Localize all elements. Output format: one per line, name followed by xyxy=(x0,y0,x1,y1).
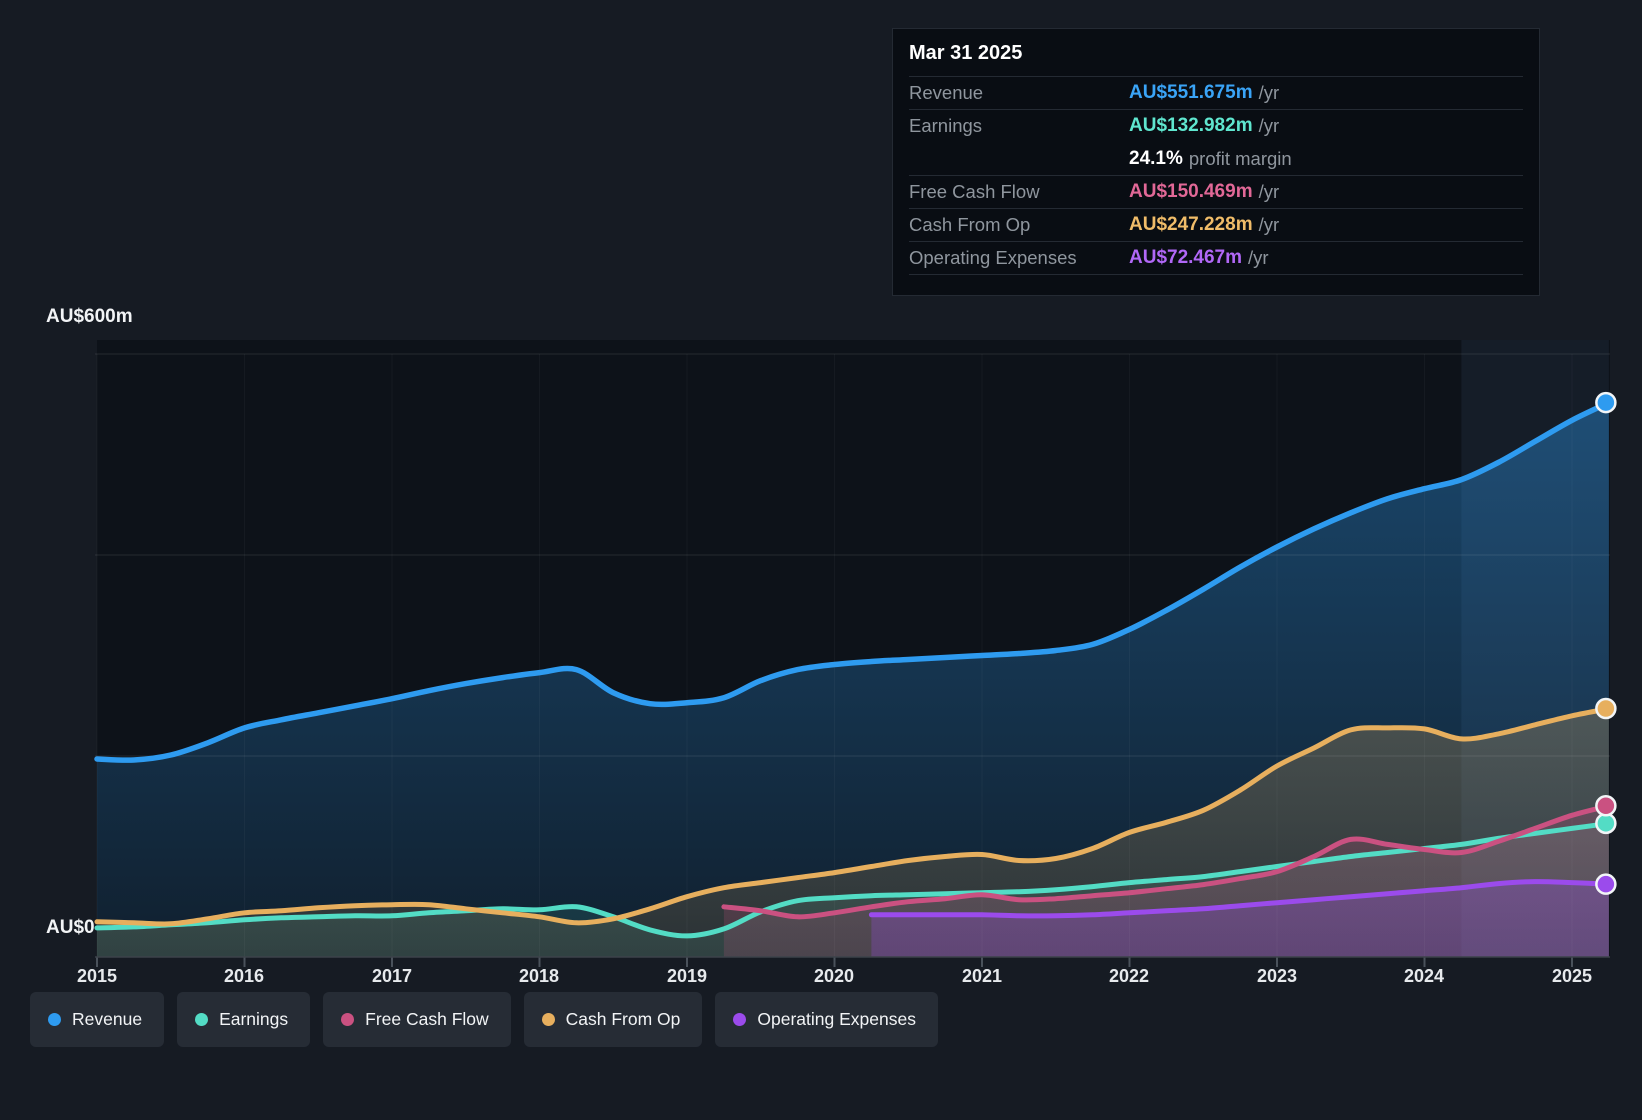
tooltip-label: Revenue xyxy=(909,82,984,103)
tooltip-unit: /yr xyxy=(1258,181,1280,202)
revenue-line xyxy=(94,399,1612,763)
legend-label: Free Cash Flow xyxy=(365,1009,489,1029)
x-axis-label-2021: 2021 xyxy=(961,966,1003,986)
free-cash-flow-line xyxy=(721,803,1612,920)
x-axis-label-2019: 2019 xyxy=(666,966,708,986)
cash-from-op-endpoint-dot xyxy=(1595,697,1617,720)
legend-label: Earnings xyxy=(219,1009,289,1029)
legend-item-operating-expenses[interactable]: Operating Expenses xyxy=(715,992,938,1047)
tooltip-unit: /yr xyxy=(1258,82,1280,103)
revenue-color-dot-icon xyxy=(48,1013,61,1026)
legend-item-revenue[interactable]: Revenue xyxy=(30,992,165,1047)
legend-item-free-cash-flow[interactable]: Free Cash Flow xyxy=(323,992,511,1047)
tooltip-value: AU$132.982m xyxy=(1129,115,1253,136)
earnings-endpoint-dot xyxy=(1595,812,1617,835)
x-axis-label-2018: 2018 xyxy=(518,966,560,986)
tooltip-card: Mar 31 2025 Revenue AU$551.675m /yr Earn… xyxy=(892,28,1540,296)
tooltip-row-operating-expenses: Operating Expenses AU$72.467m /yr xyxy=(909,241,1523,274)
tooltip-value: AU$551.675m xyxy=(1129,82,1253,103)
operating-expenses-color-dot-icon xyxy=(733,1013,747,1026)
legend-item-cash-from-op[interactable]: Cash From Op xyxy=(523,992,703,1047)
tooltip-label: Free Cash Flow xyxy=(909,181,1040,202)
x-axis-label-2022: 2022 xyxy=(1108,966,1150,986)
x-axis-label-2016: 2016 xyxy=(223,966,265,986)
legend-label: Operating Expenses xyxy=(757,1009,916,1029)
tooltip-value: AU$247.228m xyxy=(1129,214,1253,235)
cash-from-op-color-dot-icon xyxy=(541,1013,555,1026)
tooltip-unit: /yr xyxy=(1258,214,1280,235)
operating-expenses-endpoint-dot xyxy=(1595,873,1617,895)
legend-label: Revenue xyxy=(72,1009,143,1029)
tooltip-label: Cash From Op xyxy=(909,214,1031,235)
tooltip-date-title: Mar 31 2025 xyxy=(909,42,1023,64)
x-axis-label-2024: 2024 xyxy=(1403,966,1445,986)
y-axis-label-600m: AU$600m xyxy=(46,306,133,327)
x-axis-label-2023: 2023 xyxy=(1256,966,1298,986)
tooltip-unit: /yr xyxy=(1248,247,1269,268)
tooltip-bottom-spacer xyxy=(909,274,1523,291)
y-axis-label-0: AU$0 xyxy=(46,917,95,938)
tooltip-value: AU$72.467m xyxy=(1129,247,1243,268)
chart-legend: Revenue Earnings Free Cash Flow Cash Fro… xyxy=(30,992,938,1047)
x-axis-label-2025: 2025 xyxy=(1551,966,1593,986)
x-axis-label-2015: 2015 xyxy=(76,966,118,986)
earnings-color-dot-icon xyxy=(195,1013,209,1026)
tooltip-row-earnings: Earnings AU$132.982m /yr xyxy=(909,109,1523,142)
legend-item-earnings[interactable]: Earnings xyxy=(177,992,311,1047)
free-cash-flow-color-dot-icon xyxy=(341,1013,355,1026)
free-cash-flow-endpoint-dot xyxy=(1595,795,1617,817)
tooltip-row-cash-from-op: Cash From Op AU$247.228m /yr xyxy=(909,208,1523,241)
tooltip-value: AU$150.469m xyxy=(1129,181,1253,202)
earnings-line xyxy=(94,820,1612,939)
profit-margin-value: 24.1% xyxy=(1129,147,1183,169)
tooltip-label: Earnings xyxy=(909,115,983,136)
tooltip-row-free-cash-flow: Free Cash Flow AU$150.469m /yr xyxy=(909,175,1523,208)
operating-expenses-area xyxy=(871,881,1609,957)
tooltip-label: Operating Expenses xyxy=(909,247,1077,268)
tooltip-row-profit-margin: 24.1% profit margin xyxy=(909,142,1523,175)
tooltip-unit: /yr xyxy=(1258,115,1280,136)
profit-margin-label: profit margin xyxy=(1188,147,1292,169)
x-axis-label-2020: 2020 xyxy=(813,966,855,986)
cash-from-op-line xyxy=(94,706,1612,927)
legend-label: Cash From Op xyxy=(565,1009,681,1029)
operating-expenses-line xyxy=(868,879,1612,919)
x-axis-label-2017: 2017 xyxy=(371,966,413,986)
revenue-endpoint-dot xyxy=(1595,391,1617,414)
tooltip-row-revenue: Revenue AU$551.675m /yr xyxy=(909,76,1523,109)
